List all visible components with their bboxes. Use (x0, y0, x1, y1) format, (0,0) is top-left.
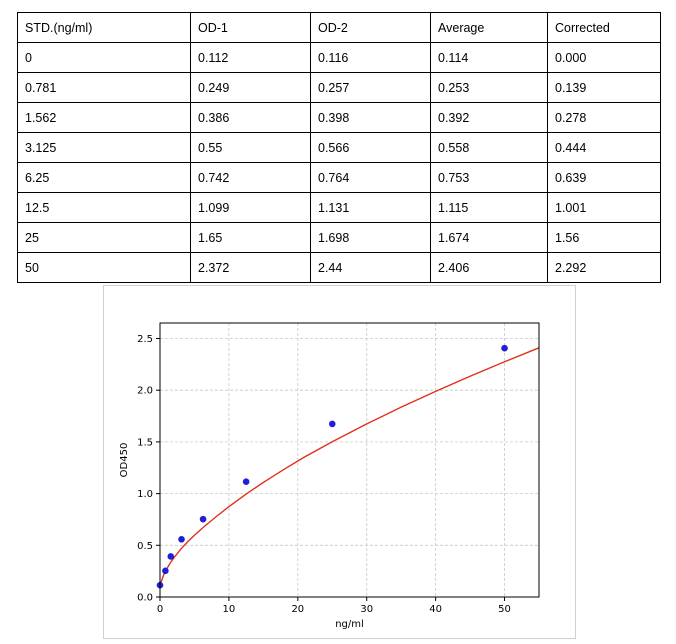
table-cell: 0.112 (190, 42, 311, 73)
table-cell: 0.253 (430, 72, 548, 103)
y-tick-label: 2.0 (137, 386, 153, 397)
table-cell: 1.65 (190, 222, 311, 253)
table-cell: 12.5 (17, 192, 191, 223)
table-row: 3.125 0.55 0.566 0.558 0.444 (17, 132, 661, 163)
table-cell: 0.639 (547, 162, 661, 193)
table-row: 0.781 0.249 0.257 0.253 0.139 (17, 72, 661, 103)
data-point (167, 553, 175, 560)
x-tick-label: 40 (429, 604, 442, 615)
table-cell: 0.249 (190, 72, 311, 103)
table-row: 6.25 0.742 0.764 0.753 0.639 (17, 162, 661, 193)
table-cell: 0.764 (310, 162, 431, 193)
table-cell: 1.562 (17, 102, 191, 133)
table-cell: 0.753 (430, 162, 548, 193)
table-row: 25 1.65 1.698 1.674 1.56 (17, 222, 661, 253)
table-cell: 1.674 (430, 222, 548, 253)
fit-curve-layer (159, 347, 540, 586)
data-point (178, 536, 185, 543)
data-point (328, 420, 336, 428)
data-point (199, 515, 207, 523)
data-point (501, 344, 508, 352)
table-row: 1.562 0.386 0.398 0.392 0.278 (17, 102, 661, 133)
table-cell: 2.44 (310, 252, 431, 283)
y-tick-label: 0.0 (137, 593, 153, 604)
header-cell: Corrected (547, 12, 661, 43)
standard-table: STD.(ng/ml) OD-1 OD-2 Average Corrected 0 0.11… (17, 12, 661, 283)
table-cell: 1.131 (310, 192, 431, 223)
table-row: 0 0.112 0.116 0.114 0.000 (17, 42, 661, 73)
table-cell: 1.56 (547, 222, 661, 253)
standard-curve-chart: 0 10 20 30 40 50 0.0 0.5 1.0 1.5 2.0 2.5 ng/ml OD45… (103, 285, 576, 639)
table-cell: 0.781 (17, 72, 191, 103)
table-cell: 0.55 (190, 132, 311, 163)
table-cell: 0.116 (310, 42, 431, 73)
x-tick-label: 30 (360, 604, 373, 615)
table-cell: 0.558 (430, 132, 548, 163)
x-axis-label: ng/ml (335, 619, 364, 630)
plot-area-border (159, 322, 540, 598)
y-tick-label: 1.0 (137, 489, 153, 500)
table-cell: 0 (17, 42, 191, 73)
data-point (162, 567, 169, 575)
table-cell: 0.398 (310, 102, 431, 133)
table-cell: 1.001 (547, 192, 661, 223)
data-point (242, 478, 250, 486)
table-cell: 0.114 (430, 42, 548, 73)
table-cell: 2.292 (547, 252, 661, 283)
table-cell: 0.392 (430, 102, 548, 133)
table-cell: 1.698 (310, 222, 431, 253)
table-cell: 0.386 (190, 102, 311, 133)
table-cell: 3.125 (17, 132, 191, 163)
chart-frame (103, 285, 576, 639)
header-cell: Average (430, 12, 548, 43)
table-cell: 50 (17, 252, 191, 283)
fit-curve-line (159, 347, 540, 586)
table-cell: 0.139 (547, 72, 661, 103)
y-tick-label: 1.5 (137, 437, 153, 448)
table-cell: 2.406 (430, 252, 548, 283)
header-cell: OD-1 (190, 12, 311, 43)
table-header-row: STD.(ng/ml) OD-1 OD-2 Average Corrected (17, 12, 661, 43)
x-tick-label: 20 (291, 604, 304, 615)
axis-ticks: 0 10 20 30 40 50 0.0 0.5 1.0 1.5 2.0 2.5 (137, 334, 511, 615)
table-row: 50 2.372 2.44 2.406 2.292 (17, 252, 661, 283)
table-cell: 0.742 (190, 162, 311, 193)
y-tick-label: 2.5 (137, 334, 153, 345)
table-cell: 0.566 (310, 132, 431, 163)
header-cell: OD-2 (310, 12, 431, 43)
table-cell: 2.372 (190, 252, 311, 283)
table-cell: 25 (17, 222, 191, 253)
y-axis-label: OD450 (119, 443, 130, 478)
table-cell: 1.099 (190, 192, 311, 223)
table-cell: 0.000 (547, 42, 661, 73)
data-points (156, 344, 508, 589)
table-row: 12.5 1.099 1.131 1.115 1.001 (17, 192, 661, 223)
standard-curve-svg: 0 10 20 30 40 50 0.0 0.5 1.0 1.5 2.0 2.5 ng/ml OD45… (103, 285, 576, 639)
x-tick-label: 10 (223, 604, 236, 615)
header-cell: STD.(ng/ml) (17, 12, 191, 43)
table-cell: 6.25 (17, 162, 191, 193)
table-cell: 0.444 (547, 132, 661, 163)
y-tick-label: 0.5 (137, 541, 153, 552)
x-tick-label: 0 (157, 604, 163, 615)
x-tick-label: 50 (498, 604, 511, 615)
table-cell: 0.278 (547, 102, 661, 133)
table-cell: 1.115 (430, 192, 548, 223)
table-cell: 0.257 (310, 72, 431, 103)
